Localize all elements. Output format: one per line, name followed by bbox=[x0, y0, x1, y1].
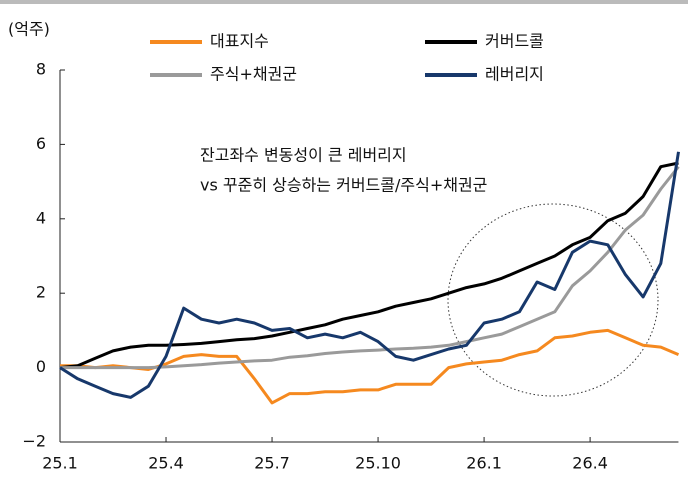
legend-label: 주식+채권군 bbox=[210, 65, 297, 84]
y-tick-label: 8 bbox=[36, 60, 46, 79]
x-tick-label: 25.1 bbox=[42, 454, 78, 473]
y-tick-label: 2 bbox=[36, 283, 46, 302]
series-line bbox=[60, 165, 680, 370]
y-tick-label: −2 bbox=[22, 432, 46, 451]
x-tick-label: 25.7 bbox=[254, 454, 290, 473]
x-tick-label: 26.4 bbox=[572, 454, 608, 473]
annotation: 잔고좌수 변동성이 큰 레버리지 bbox=[200, 146, 407, 165]
series-line bbox=[59, 151, 680, 399]
top-bar bbox=[0, 0, 688, 4]
highlight-circle bbox=[447, 203, 659, 397]
y-tick-label: 6 bbox=[36, 134, 46, 153]
annotation: vs 꾸준히 상승하는 커버드콜/주식+채권군 bbox=[200, 176, 487, 195]
y-tick-label: 0 bbox=[36, 357, 46, 376]
y-axis-label: (억주) bbox=[8, 20, 50, 39]
legend-label: 대표지수 bbox=[210, 32, 269, 51]
legend-label: 레버리지 bbox=[485, 65, 544, 84]
y-tick-label: 4 bbox=[36, 208, 46, 227]
series-line bbox=[59, 161, 679, 370]
legend-label: 커버드콜 bbox=[485, 32, 544, 51]
series-line bbox=[60, 328, 680, 405]
x-tick-label: 26.1 bbox=[466, 454, 502, 473]
x-tick-label: 25.10 bbox=[355, 454, 401, 473]
x-tick-label: 25.4 bbox=[148, 454, 184, 473]
